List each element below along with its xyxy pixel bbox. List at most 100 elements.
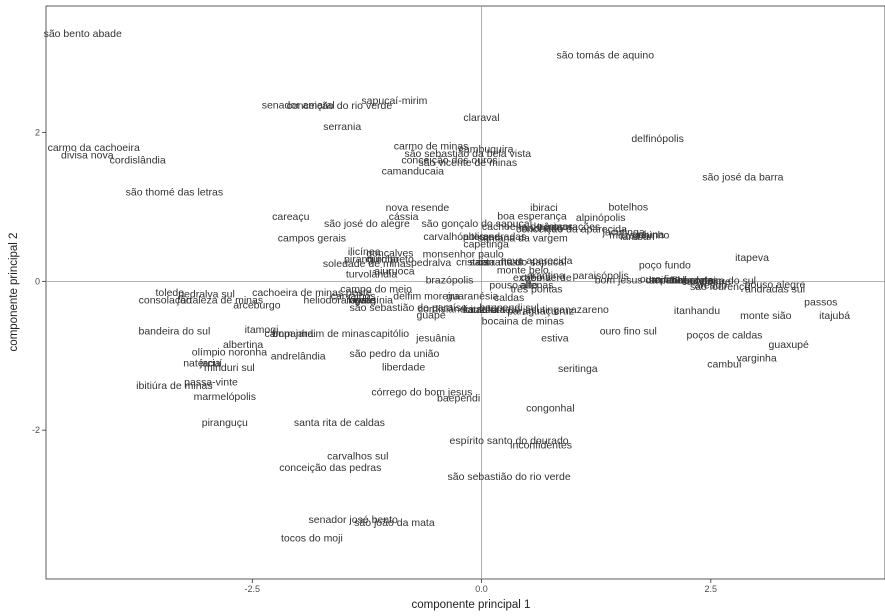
point-label: gonçalves (366, 248, 413, 260)
point-label: pouso alegre (745, 279, 806, 291)
point-label: itanhandu (674, 305, 720, 317)
point-label: minduri (652, 274, 686, 286)
point-label: albertina (223, 339, 263, 351)
point-label: ibitiúra de minas (136, 380, 212, 392)
point-label: andradas sul (745, 283, 805, 295)
point-label: senador josé bento (309, 514, 398, 526)
point-label: são tomás de aquino (557, 50, 655, 62)
x-tick-label: -2.5 (245, 584, 261, 594)
y-axis-ticks: -2 0 2 (32, 128, 46, 435)
point-label: piranguçu (202, 417, 248, 429)
point-label: conceição dos ouros (401, 155, 497, 167)
point-label: cambuí (707, 358, 742, 370)
point-label: espírito santo do dourado (450, 435, 569, 447)
x-axis-title: componente principal 1 (412, 599, 531, 611)
point-label: passa-vinte (184, 376, 238, 388)
point-label: campo do meio (340, 283, 412, 295)
point-label: são sebastião do rio verde (448, 471, 571, 483)
point-label: são sebastião do paraíso (350, 302, 467, 314)
point-label: heliodora oeste (303, 294, 375, 306)
point-label: estiva (541, 332, 569, 344)
point-label: natércia (183, 358, 221, 370)
point-label: tocos do moji (281, 533, 343, 545)
point-label: sapucaí-mirim (361, 95, 427, 107)
point-label: nazareno (565, 304, 609, 316)
point-label: carvalhópolis (423, 231, 484, 243)
point-label: córrego do bom jesus (371, 387, 472, 399)
point-label: três pontas (511, 283, 563, 295)
point-label: carrancas (477, 257, 523, 269)
point-label: ingaí (346, 294, 369, 306)
point-label: baependi sul (479, 302, 539, 314)
point-label: ouro preto (366, 254, 414, 266)
point-label: andrelândia (271, 350, 326, 362)
point-label: itajubá (819, 310, 850, 322)
point-label: serrania (323, 121, 361, 133)
point-label: toledo (155, 287, 184, 299)
point-label: baependi (437, 393, 480, 405)
point-label: cruzília (465, 304, 498, 316)
point-label: conceição das pedras (279, 462, 381, 474)
point-label: paraguaçu (507, 306, 557, 318)
point-label: conceição do rio verde (287, 100, 393, 112)
point-label: guiuna (633, 229, 665, 241)
point-label: claraval (463, 112, 499, 124)
point-label: senador amaral (262, 100, 335, 112)
point-label: bandeira do sul (684, 275, 756, 287)
point-label: monte sião (740, 310, 792, 322)
point-label: olímpio noronha (192, 347, 267, 359)
point-label: são bento abade (44, 28, 122, 40)
point-label: são josé do alegre (324, 218, 410, 230)
point-label: virgínia (359, 294, 393, 306)
point-label: alpinópolis (576, 212, 626, 224)
point-label: são joão da mata (354, 517, 435, 529)
point-label: alterosa (463, 231, 501, 243)
reference-lines (46, 6, 885, 579)
point-label: campestre (682, 276, 731, 288)
point-label: jacuí (199, 358, 222, 370)
point-label: carvalhos (331, 291, 376, 303)
y-tick-label: 2 (35, 128, 40, 138)
point-label: pedralva sul (178, 289, 235, 301)
point-label: lavras (348, 294, 376, 306)
point-label: marmelópolis (194, 391, 256, 403)
point-label: botelhos (608, 201, 648, 213)
point-label: monsenhor paulo (423, 248, 504, 260)
point-label: arantina (527, 270, 565, 282)
point-label: congonhal (526, 402, 574, 414)
point-label: cássia (389, 211, 419, 223)
point-label: machado (519, 222, 562, 234)
point-label: campos gerais (278, 233, 346, 245)
point-label: caldas (494, 292, 524, 304)
point-label: muzambinho (609, 230, 669, 242)
point-label: pedralva (411, 257, 451, 269)
point-label: itamogi (245, 324, 279, 336)
point-label: soledade de minas (323, 258, 411, 270)
point-label: cambuquira (459, 143, 514, 155)
point-label: guapé (416, 309, 445, 321)
point-label: heliodora (671, 274, 714, 286)
y-axis-title: componente principal 2 (8, 233, 20, 352)
point-label: santana da vargem (478, 233, 568, 245)
point-label: guaxupé (769, 339, 809, 351)
point-label: carmo de minas (394, 140, 469, 152)
point-label: capitólio (371, 328, 410, 340)
y-tick-label: -2 (32, 425, 40, 435)
point-label: são gonçalo do sapucaí (422, 218, 533, 230)
point-label: consolação (139, 294, 192, 306)
point-label: são vicente de minas (418, 157, 517, 169)
point-label: cristais (456, 257, 489, 269)
point-labels: são bento abade são tomás de aquino senado… (44, 28, 851, 545)
point-label: são josé da barra (702, 172, 783, 184)
x-tick-label: 2.5 (705, 584, 718, 594)
point-label: careaçu (272, 211, 310, 223)
point-label: ilicínea (348, 246, 381, 258)
point-label: ouro fino sul (600, 326, 657, 338)
x-axis-ticks: -2.5 0.0 2.5 (245, 579, 717, 594)
point-label: delfim moreira (393, 291, 460, 303)
point-label: lambari (620, 231, 654, 243)
point-label: campanha (264, 328, 313, 340)
point-label: cruz (554, 306, 574, 318)
point-label: santa rita do sapucaí (469, 257, 567, 269)
